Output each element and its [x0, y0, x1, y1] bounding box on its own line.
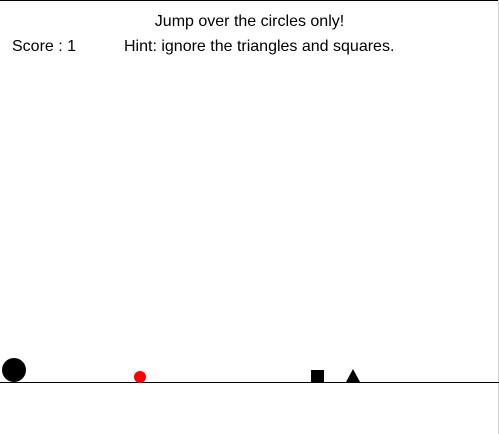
red-circle-obstacle [134, 371, 146, 383]
instruction-text: Jump over the circles only! [154, 13, 345, 30]
player-circle [2, 358, 26, 382]
top-border [0, 0, 499, 1]
square-obstacle [311, 370, 324, 383]
hint-text: Hint: ignore the triangles and squares. [124, 38, 395, 55]
triangle-obstacle [346, 369, 360, 382]
score-label: Score : [12, 38, 63, 55]
score-display: Score : 1 [12, 37, 76, 57]
ground-line [0, 382, 499, 383]
score-value: 1 [67, 38, 77, 55]
